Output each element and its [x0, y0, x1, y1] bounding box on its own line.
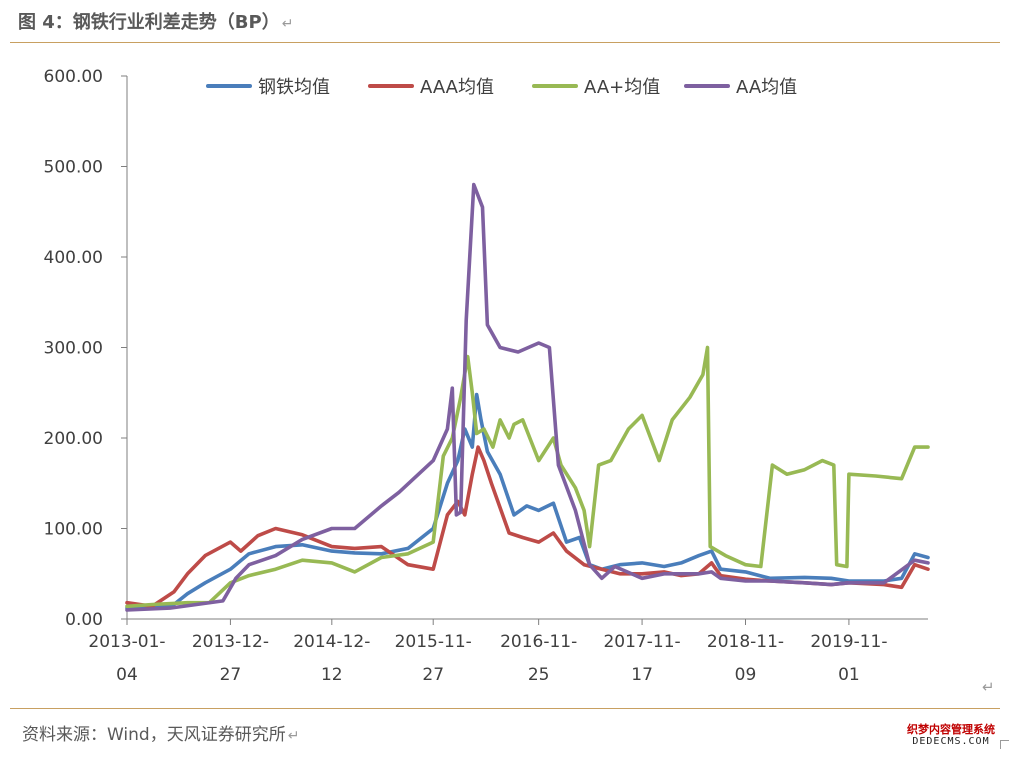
- y-tick-label: 200.00: [44, 429, 103, 449]
- chart-legend: 钢铁均值 AAA均值 AA+均值 AA均值: [206, 77, 797, 98]
- x-tick-label: 2014-12-: [293, 632, 370, 652]
- x-tick-label: 2013-12-: [192, 632, 269, 652]
- watermark-line1: 织梦内容管理系统: [907, 723, 995, 736]
- legend-label: 钢铁均值: [258, 77, 330, 98]
- figure-title: 图 4：钢铁行业利差走势（BP） ↵: [18, 8, 293, 34]
- y-tick-label: 100.00: [44, 520, 103, 540]
- x-tick-label-day: 27: [220, 665, 242, 685]
- x-tick-label: 2015-11-: [395, 632, 472, 652]
- legend-label: AA+均值: [584, 77, 660, 98]
- legend-item: AAA均值: [368, 77, 494, 98]
- x-tick-label: 2017-11-: [603, 632, 680, 652]
- legend-item: 钢铁均值: [206, 77, 330, 98]
- y-tick-label: 300.00: [44, 339, 103, 359]
- legend-item: AA均值: [684, 77, 797, 98]
- legend-label: AA均值: [736, 77, 797, 98]
- y-tick-label: 600.00: [44, 67, 103, 87]
- series-line-3: [125, 345, 930, 609]
- x-tick-label-day: 09: [735, 665, 757, 685]
- legend-item: AA+均值: [532, 77, 660, 98]
- corner-mark-icon: [1000, 740, 1009, 749]
- x-tick-label-day: 04: [116, 665, 138, 685]
- figure-title-text: 图 4：钢铁行业利差走势（BP）: [18, 12, 280, 33]
- chart-axes: 0.00 100.00 200.00 300.00 400.00 500.00 600.00…: [44, 67, 928, 685]
- x-tick-label-day: 17: [631, 665, 653, 685]
- source-text: 资料来源：Wind，天风证券研究所: [22, 725, 286, 745]
- chart-series: [125, 182, 930, 612]
- x-tick-label: 2016-11-: [500, 632, 577, 652]
- y-tick-label: 0.00: [65, 610, 103, 630]
- return-mark-icon: ↵: [287, 728, 300, 744]
- x-tick-label-day: 25: [528, 665, 550, 685]
- return-mark-icon: ↵: [281, 16, 294, 32]
- header-divider: [10, 42, 1000, 43]
- x-tick-label: 2018-11-: [707, 632, 784, 652]
- x-tick-label-day: 12: [321, 665, 343, 685]
- paragraph-mark-icon: ↵: [982, 678, 995, 696]
- series-line-4: [125, 182, 930, 612]
- x-tick-label-day: 01: [838, 665, 860, 685]
- x-tick-label: 2013-01-: [88, 632, 165, 652]
- footer-divider: [10, 708, 1000, 709]
- y-tick-label: 400.00: [44, 248, 103, 268]
- y-tick-label: 500.00: [44, 158, 103, 178]
- watermark-line2: DEDECMS.COM: [912, 736, 990, 747]
- source-note: 资料来源：Wind，天风证券研究所 ↵: [22, 720, 299, 745]
- x-tick-label-day: 27: [422, 665, 444, 685]
- watermark: 织梦内容管理系统 DEDECMS.COM: [898, 724, 1004, 747]
- x-tick-label: 2019-11-: [810, 632, 887, 652]
- legend-label: AAA均值: [420, 77, 494, 98]
